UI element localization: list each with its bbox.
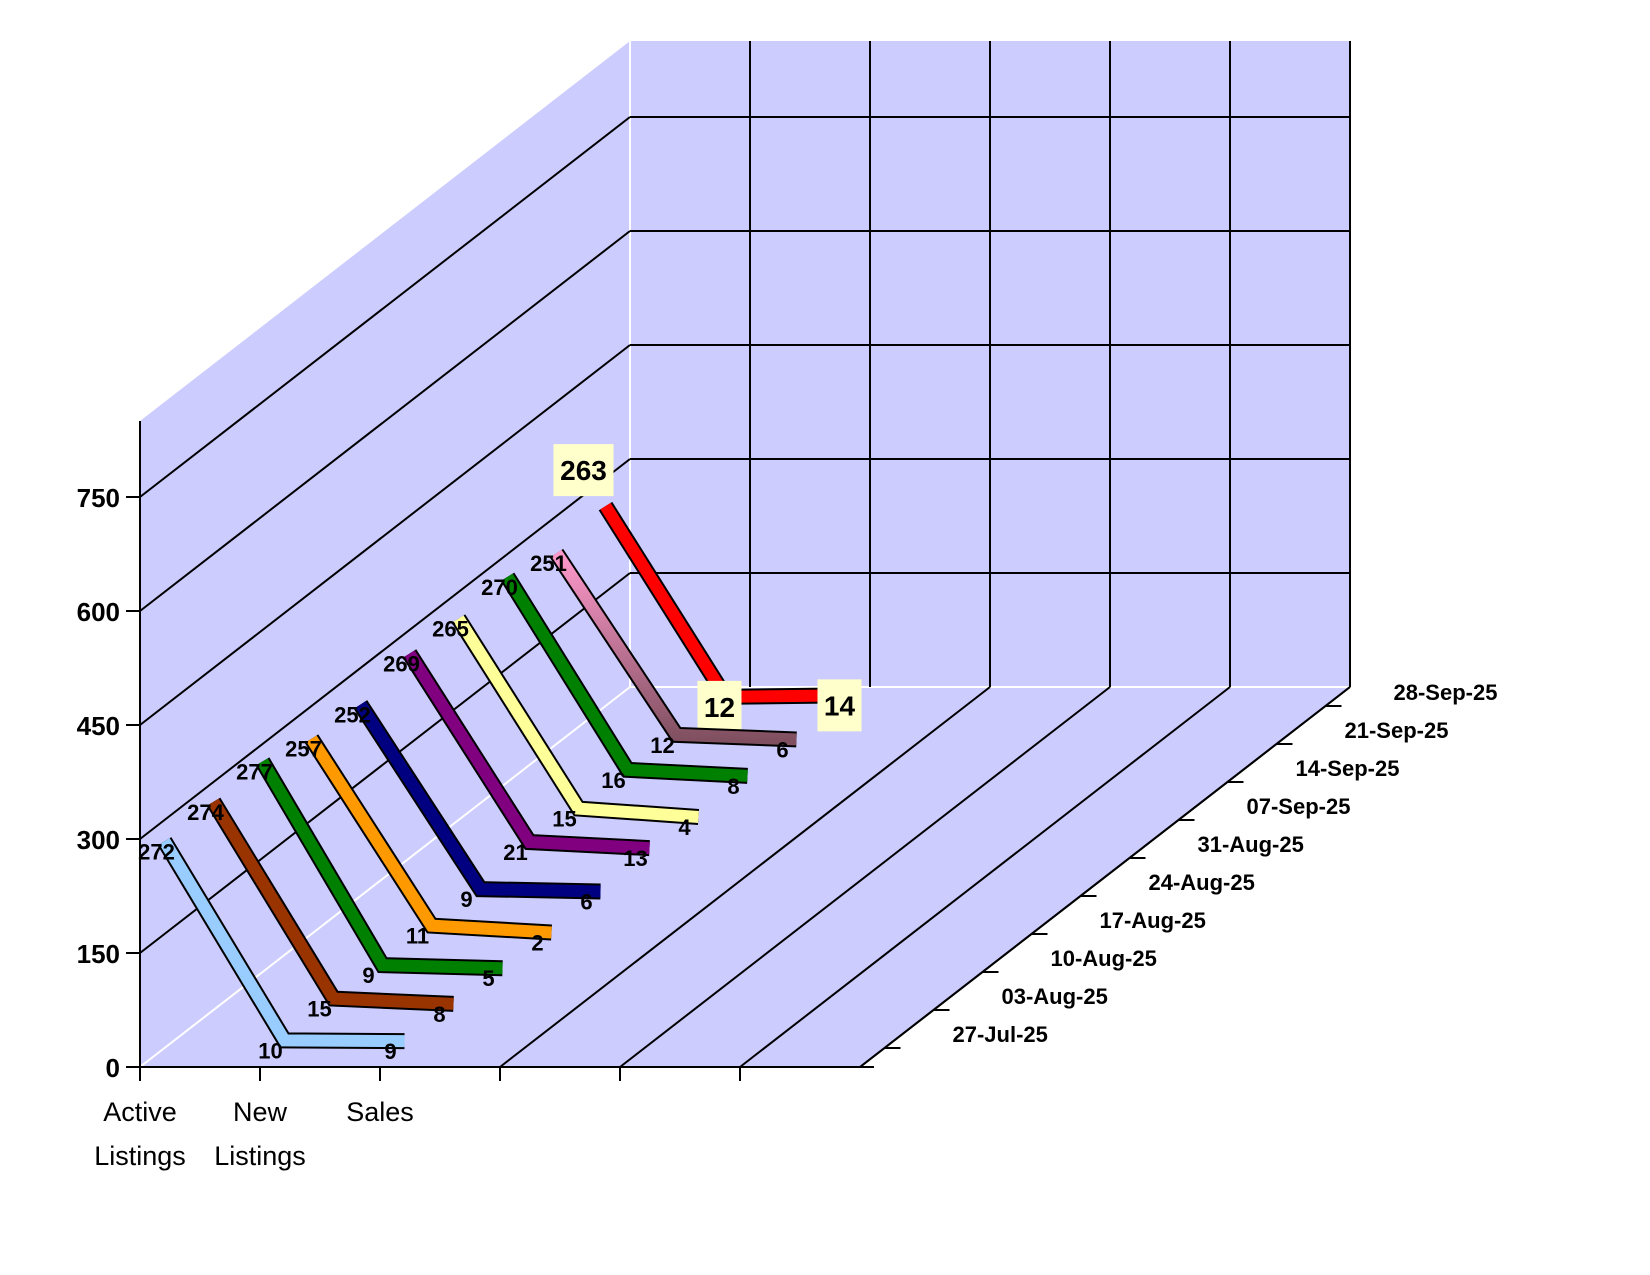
floor-gridline xyxy=(499,686,991,1068)
data-label: 9 xyxy=(460,887,472,912)
data-label: 16 xyxy=(601,768,625,793)
series-ribbon xyxy=(159,838,405,1048)
data-label: 8 xyxy=(727,774,739,799)
data-label: 10 xyxy=(258,1038,282,1063)
series-ribbon xyxy=(551,549,797,746)
series-ribbon xyxy=(502,573,748,782)
data-label: 21 xyxy=(503,840,527,865)
data-label: 272 xyxy=(138,839,175,864)
data-label-box xyxy=(553,444,614,497)
series-ribbon xyxy=(208,798,454,1010)
y-tick-label: 0 xyxy=(106,1053,120,1083)
series-date-label: 24-Aug-25 xyxy=(1149,870,1255,895)
series-date-label: 07-Sep-25 xyxy=(1247,794,1351,819)
depth-axis xyxy=(859,686,1351,1068)
data-label: 269 xyxy=(383,652,420,677)
series-ribbon xyxy=(306,735,552,939)
data-label: 15 xyxy=(307,997,331,1022)
series-ribbon xyxy=(404,650,650,855)
left-wall-gridline xyxy=(139,116,631,498)
data-label: 277 xyxy=(236,759,273,784)
data-label: 252 xyxy=(334,702,371,727)
series-date-label: 21-Sep-25 xyxy=(1345,718,1449,743)
y-tick-label: 600 xyxy=(77,597,120,627)
series-ribbon xyxy=(257,758,503,975)
data-label: 6 xyxy=(776,737,788,762)
data-label: 270 xyxy=(481,575,518,600)
series-date-label: 31-Aug-25 xyxy=(1198,832,1304,857)
y-tick-label: 300 xyxy=(77,825,120,855)
data-label: 9 xyxy=(384,1039,396,1064)
data-label: 257 xyxy=(285,737,322,762)
data-label-box xyxy=(697,680,742,733)
data-label: 12 xyxy=(650,733,674,758)
left-wall xyxy=(140,41,630,1067)
data-label: 11 xyxy=(406,924,429,949)
category-label: Active xyxy=(103,1097,177,1127)
data-label: 8 xyxy=(433,1002,445,1027)
series-date-label: 28-Sep-25 xyxy=(1394,680,1498,705)
data-label: 6 xyxy=(580,889,592,914)
data-label: 9 xyxy=(362,963,374,988)
category-label: Listings xyxy=(94,1141,186,1171)
data-label: 4 xyxy=(678,815,691,840)
floor-gridline xyxy=(739,686,1231,1068)
series-ribbon xyxy=(355,701,601,898)
category-label: Listings xyxy=(214,1141,306,1171)
data-label: 13 xyxy=(623,846,647,871)
data-label: 265 xyxy=(432,617,469,642)
left-wall-gridline xyxy=(139,458,631,840)
data-label: 5 xyxy=(482,966,494,991)
series-ribbon xyxy=(453,615,699,823)
series-date-label: 17-Aug-25 xyxy=(1100,908,1206,933)
y-tick-label: 150 xyxy=(77,939,120,969)
data-label: 251 xyxy=(530,551,567,576)
data-label: 2 xyxy=(531,930,543,955)
data-label: 14 xyxy=(824,690,856,721)
left-wall-gridline xyxy=(139,230,631,612)
data-label-box xyxy=(817,679,862,732)
category-label: Sales xyxy=(346,1097,414,1127)
data-label: 15 xyxy=(552,807,576,832)
data-label: 274 xyxy=(187,800,224,825)
series-date-label: 10-Aug-25 xyxy=(1051,946,1157,971)
series-date-label: 14-Sep-25 xyxy=(1296,756,1400,781)
data-label: 263 xyxy=(560,455,607,486)
floor-gridline xyxy=(619,686,1111,1068)
data-label: 12 xyxy=(704,692,735,723)
y-tick-label: 450 xyxy=(77,711,120,741)
y-tick-label: 750 xyxy=(77,483,120,513)
left-wall-gridline xyxy=(139,344,631,726)
series-date-label: 03-Aug-25 xyxy=(1002,984,1108,1009)
series-date-label: 27-Jul-25 xyxy=(953,1022,1048,1047)
category-label: New xyxy=(233,1097,288,1127)
